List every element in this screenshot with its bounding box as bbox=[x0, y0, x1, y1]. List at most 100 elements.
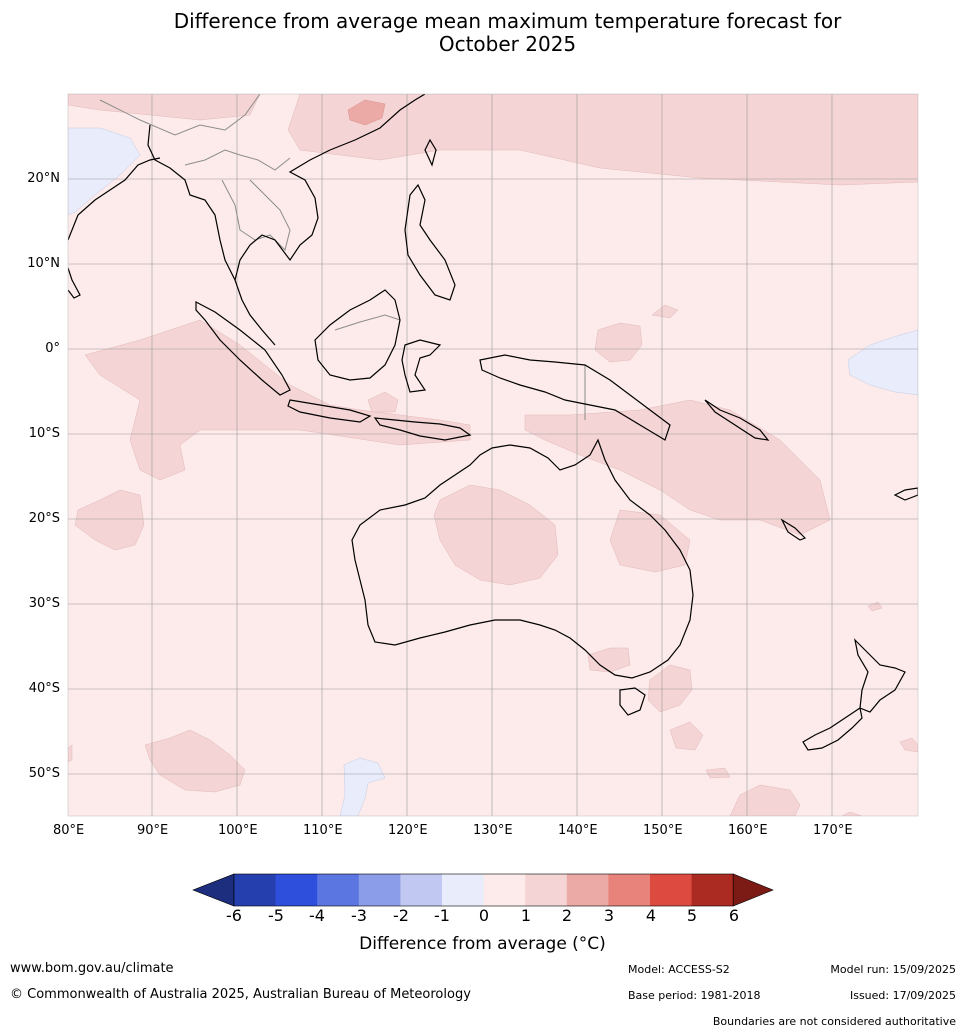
coast-indochina bbox=[234, 149, 331, 281]
anomaly-java-strait-islet bbox=[367, 391, 399, 413]
coast-taiwan bbox=[424, 138, 437, 167]
anomaly-china-north bbox=[68, 94, 261, 121]
anomaly-tasman-islet bbox=[669, 721, 704, 751]
coast-sri-lanka bbox=[68, 267, 81, 299]
lon-label-160e: 160°E bbox=[728, 823, 768, 838]
copyright-text: © Commonwealth of Australia 2025, Austra… bbox=[10, 987, 471, 1002]
colorbar bbox=[192, 873, 774, 907]
coast-philippines bbox=[404, 183, 456, 301]
coast-bay-of-bengal bbox=[147, 124, 276, 346]
coast-solomon-islands bbox=[704, 399, 770, 441]
lat-label-50s: 50°S bbox=[28, 766, 60, 781]
anomaly-indian-ocean-equatorial bbox=[84, 319, 471, 481]
coast-china bbox=[329, 94, 426, 151]
colorbar-tick: 2 bbox=[561, 906, 573, 925]
lat-label-40s: 40°S bbox=[28, 681, 60, 696]
graticule bbox=[68, 94, 918, 816]
colorbar-swatch bbox=[650, 874, 693, 906]
chart-title: Difference from average mean maximum tem… bbox=[0, 10, 965, 56]
anomaly-southern-islet bbox=[705, 767, 731, 779]
lon-label-80e: 80°E bbox=[53, 823, 85, 838]
colorbar-swatch bbox=[608, 874, 651, 906]
anomaly-regions-2-3 bbox=[347, 99, 386, 126]
lat-label-20s: 20°S bbox=[28, 511, 60, 526]
anomaly-far-west-edge bbox=[68, 744, 73, 763]
colorbar-swatch bbox=[525, 874, 568, 906]
lat-label-30s: 30°S bbox=[28, 596, 60, 611]
anomaly-india-cool bbox=[68, 127, 141, 216]
colorbar-tick: 4 bbox=[645, 906, 657, 925]
border-myanmar-china bbox=[184, 149, 291, 171]
coast-new-caledonia bbox=[780, 518, 807, 541]
lat-label-10s: 10°S bbox=[28, 426, 60, 441]
anomaly-southern-ocean-west bbox=[144, 729, 246, 793]
colorbar-tick: -4 bbox=[309, 906, 325, 925]
colorbar-tick: 5 bbox=[686, 906, 698, 925]
border-malaysia-borneo bbox=[334, 314, 401, 331]
colorbar-swatch bbox=[358, 874, 401, 906]
lon-label-120e: 120°E bbox=[388, 823, 428, 838]
anomaly-pacific-cool bbox=[847, 329, 918, 396]
title-line-1: Difference from average mean maximum tem… bbox=[173, 9, 842, 33]
anomaly-north-china-hotspot bbox=[347, 99, 386, 126]
colorbar-tick: 3 bbox=[603, 906, 615, 925]
colorbar-swatch bbox=[483, 874, 526, 906]
lat-label-10n: 10°N bbox=[27, 256, 60, 271]
colorbar-tick: -2 bbox=[393, 906, 409, 925]
colorbar-tick: -5 bbox=[268, 906, 284, 925]
anomaly-western-australia bbox=[433, 484, 559, 586]
issued-text: Issued: 17/09/2025 bbox=[849, 989, 956, 1002]
colorbar-swatch bbox=[566, 874, 609, 906]
coast-india bbox=[68, 157, 161, 241]
coast-lesser-sunda bbox=[373, 417, 472, 441]
colorbar-frame bbox=[233, 873, 734, 907]
anomaly-south-west-indian bbox=[74, 489, 145, 551]
coast-new-zealand-north bbox=[854, 638, 906, 713]
model-text: Model: ACCESS-S2 bbox=[628, 963, 730, 976]
anomaly-nz-east-islet bbox=[899, 737, 918, 753]
map-frame bbox=[67, 93, 919, 817]
colorbar-label: Difference from average (°C) bbox=[359, 934, 606, 954]
colorbar-swatch bbox=[234, 874, 277, 906]
coastlines bbox=[68, 94, 918, 751]
lon-label-90e: 90°E bbox=[137, 823, 169, 838]
colorbar-tick: 6 bbox=[728, 906, 740, 925]
anomaly-southern-ocean-cool bbox=[339, 757, 386, 816]
colorbar-swatch bbox=[275, 874, 318, 906]
colorbar-swatch bbox=[691, 874, 734, 906]
lat-label-equator: 0° bbox=[45, 341, 60, 356]
lon-label-150e: 150°E bbox=[643, 823, 683, 838]
coast-australia bbox=[351, 438, 694, 679]
anomaly-north-pacific bbox=[287, 94, 918, 186]
border-himalaya bbox=[99, 94, 261, 136]
base-period-text: Base period: 1981-2018 bbox=[628, 989, 761, 1002]
coast-sulawesi bbox=[401, 339, 442, 393]
lon-label-100e: 100°E bbox=[218, 823, 258, 838]
colorbar-swatch bbox=[317, 874, 360, 906]
website-link[interactable]: www.bom.gov.au/climate bbox=[10, 961, 174, 976]
colorbar-extend-low bbox=[192, 873, 235, 907]
anomaly-regions-negative bbox=[68, 127, 918, 816]
lon-label-140e: 140°E bbox=[558, 823, 598, 838]
coast-new-guinea bbox=[479, 354, 671, 441]
disclaimer-text: Boundaries are not considered authoritat… bbox=[712, 1015, 956, 1028]
lat-label-20n: 20°N bbox=[27, 171, 60, 186]
anomaly-pacific-equatorial bbox=[594, 322, 643, 363]
title-line-2: October 2025 bbox=[438, 32, 577, 56]
anomaly-bass-strait bbox=[587, 647, 631, 673]
colorbar-tick: -1 bbox=[434, 906, 450, 925]
colorbar-tick: 1 bbox=[520, 906, 532, 925]
map-area bbox=[68, 94, 918, 816]
coast-borneo bbox=[314, 289, 401, 381]
coast-sumatra bbox=[195, 301, 291, 396]
anomaly-tasman-south bbox=[647, 664, 693, 713]
model-run-text: Model run: 15/09/2025 bbox=[830, 963, 956, 976]
colorbar-tick: -3 bbox=[351, 906, 367, 925]
anomaly-southern-ocean-east bbox=[729, 784, 801, 816]
coast-tasmania bbox=[619, 687, 646, 716]
lon-label-130e: 130°E bbox=[473, 823, 513, 838]
anomaly-southern-islet-2 bbox=[841, 811, 863, 816]
lon-label-170e: 170°E bbox=[813, 823, 853, 838]
colorbar-swatch bbox=[400, 874, 443, 906]
